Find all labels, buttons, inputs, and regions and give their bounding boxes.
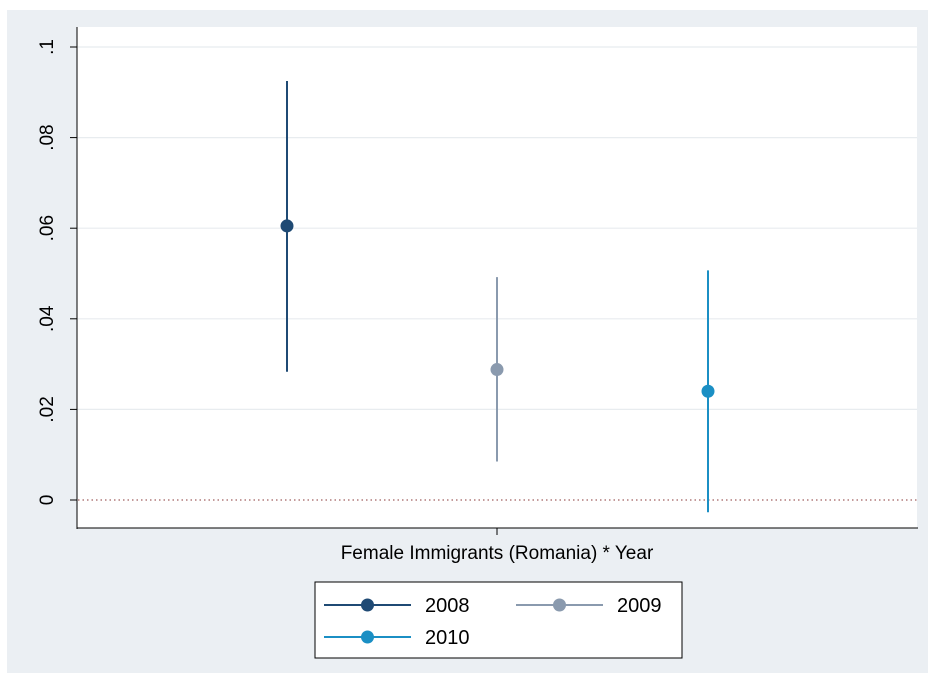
estimate-point-2010 (701, 384, 715, 398)
legend: 2008 2009 2010 (324, 595, 662, 649)
y-tick-label: .08 (37, 124, 58, 150)
legend-marker-2010 (361, 630, 374, 644)
y-tick-label: .02 (37, 396, 58, 422)
legend-box (314, 581, 683, 659)
y-axis-ticks: 0 .02 .04 .06 .08 .1 (37, 39, 77, 505)
y-tick-label: .1 (37, 39, 58, 55)
legend-marker-2009 (553, 598, 566, 612)
estimate-point-2008 (280, 219, 294, 233)
y-tick-label: .06 (37, 215, 58, 241)
legend-marker-2008 (361, 598, 374, 612)
legend-label-2009: 2009 (617, 595, 662, 617)
legend-label-2008: 2008 (425, 595, 470, 617)
x-axis-label: Female Immigrants (Romania) * Year (341, 543, 654, 564)
y-tick-label: 0 (37, 495, 58, 506)
estimate-point-2009 (490, 363, 504, 377)
y-tick-label: .04 (37, 305, 58, 332)
legend-label-2010: 2010 (425, 627, 470, 649)
ci-marks (280, 80, 715, 513)
